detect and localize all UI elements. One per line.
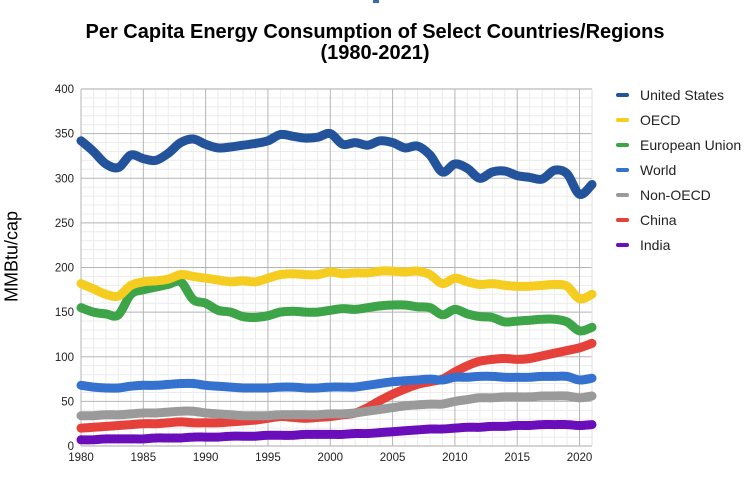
y-tick-label: 0 [68, 441, 74, 453]
series-line-india [76, 420, 597, 445]
legend-item-world: World [616, 157, 741, 182]
series-line-oecd [76, 266, 597, 304]
series-line-non-oecd [76, 391, 597, 421]
legend-swatch [616, 192, 629, 197]
series-line-united-states [76, 128, 597, 199]
legend-item-united-states: United States [616, 82, 741, 107]
y-tick-label: 300 [55, 173, 74, 185]
x-tick-labels: 1980 1985 1990 1995 2000 2005 2010 2015 2020 [68, 452, 592, 464]
legend-item-non-oecd: Non-OECD [616, 182, 741, 207]
legend-swatch [616, 142, 629, 147]
x-tick-label: 2010 [442, 452, 468, 464]
legend-label: India [640, 236, 671, 253]
legend-swatch [616, 92, 629, 97]
y-tick-label: 400 [55, 84, 74, 96]
series-line-european-union [76, 276, 597, 336]
x-tick-label: 2005 [380, 452, 406, 464]
major-gridlines [80, 88, 593, 447]
x-tick-label: 1980 [68, 452, 94, 464]
x-tick-label: 2000 [317, 452, 343, 464]
y-tick-label: 150 [55, 307, 74, 319]
x-tick-label: 2020 [567, 452, 593, 464]
legend-label: United States [640, 86, 725, 103]
legend-swatch [616, 242, 629, 247]
x-tick-label: 1995 [255, 452, 281, 464]
y-tick-label: 100 [55, 352, 74, 364]
y-tick-labels: 0 50 100 150 200 250 300 350 400 [55, 84, 74, 453]
legend-swatch [616, 167, 629, 172]
legend: United States OECD European Union World Non-… [616, 82, 741, 257]
y-tick-label: 50 [61, 396, 74, 408]
x-tick-label: 2015 [504, 452, 530, 464]
y-tick-label: 350 [55, 129, 74, 141]
chart-subtitle: (1980-2021) [320, 42, 430, 64]
chart-title-main: Per Capita Energy Consumption of Select … [85, 21, 665, 43]
series-line-world [76, 371, 597, 393]
x-tick-label: 1985 [131, 452, 157, 464]
legend-item-china: China [616, 207, 741, 232]
legend-label: Non-OECD [640, 186, 711, 203]
legend-item-india: India [616, 232, 741, 257]
legend-label: World [640, 161, 677, 178]
y-tick-label: 250 [55, 218, 74, 230]
legend-label: European Union [640, 136, 742, 153]
legend-label: China [640, 211, 677, 228]
legend-swatch [616, 117, 629, 122]
legend-swatch [616, 217, 629, 222]
legend-label: OECD [640, 111, 681, 128]
top-edge-mark [373, 0, 379, 3]
legend-item-european-union: European Union [616, 132, 741, 157]
x-tick-label: 1990 [193, 452, 219, 464]
series-lines [76, 128, 597, 445]
chart-title: Per Capita Energy Consumption of Select … [0, 22, 750, 64]
y-tick-label: 200 [55, 263, 74, 275]
legend-item-oecd: OECD [616, 107, 741, 132]
